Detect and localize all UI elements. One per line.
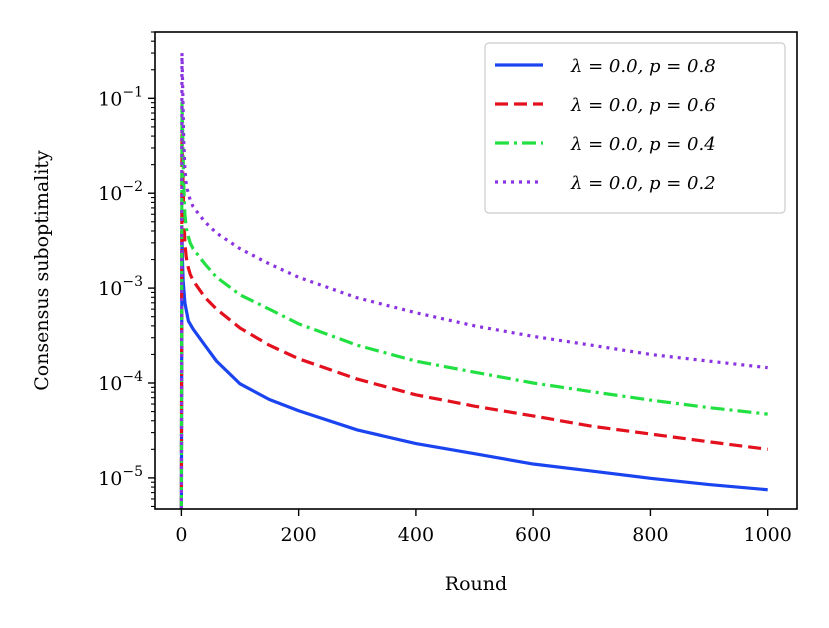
y-tick-label: 10−4	[98, 369, 143, 395]
x-tick-label: 800	[632, 524, 668, 546]
legend: λ = 0.0, p = 0.8 λ = 0.0, p = 0.6 λ = 0.0,…	[484, 42, 786, 214]
legend-box	[484, 42, 786, 214]
x-tick-label: 200	[281, 524, 317, 546]
series-line-3	[179, 101, 768, 509]
x-tick-label: 600	[515, 524, 551, 546]
x-tick-label: 0	[175, 524, 187, 546]
legend-label-4: λ = 0.0, p = 0.2	[570, 173, 716, 194]
x-axis-label: Round	[445, 573, 507, 595]
y-tick-label: 10−5	[98, 464, 143, 490]
y-tick-label: 10−3	[98, 274, 143, 300]
axes-layer: 0 200 400 600 800 1000 10−1 10−2 10−3 10−4 10−5	[98, 31, 798, 546]
series-line-2	[179, 129, 768, 509]
series-line-1	[179, 229, 768, 509]
series-line-4	[179, 51, 768, 509]
y-axis-label: Consensus suboptimality	[31, 150, 53, 391]
series-layer	[179, 51, 768, 509]
x-tick-label: 1000	[744, 524, 792, 546]
y-tick-label: 10−1	[98, 84, 143, 110]
y-tick-label: 10−2	[98, 179, 143, 205]
legend-label-2: λ = 0.0, p = 0.6	[570, 95, 716, 116]
legend-label-3: λ = 0.0, p = 0.4	[570, 134, 716, 155]
legend-label-1: λ = 0.0, p = 0.8	[570, 56, 716, 77]
x-tick-label: 400	[398, 524, 434, 546]
plot-frame	[154, 31, 798, 510]
